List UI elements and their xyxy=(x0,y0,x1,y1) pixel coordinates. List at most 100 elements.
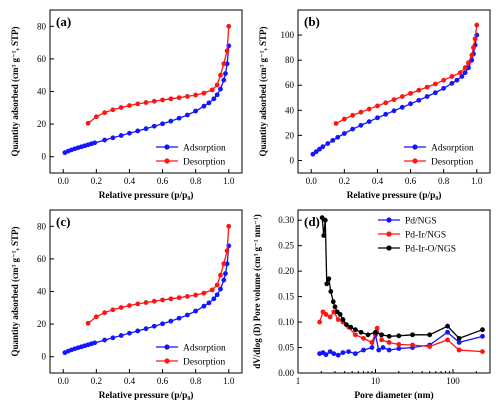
data-point xyxy=(221,77,227,83)
legend-marker xyxy=(164,358,170,364)
data-point xyxy=(327,349,333,355)
x-axis-title: Relative pressure (p/p₀) xyxy=(99,390,194,401)
y-tick-label: 40 xyxy=(285,105,295,115)
y-tick-label: 60 xyxy=(37,254,47,264)
series-pd-ir-o-ngs xyxy=(319,215,485,341)
series-pd-ir-ngs xyxy=(317,309,485,355)
y-tick-label: 0.15 xyxy=(278,292,294,302)
data-point xyxy=(184,93,190,99)
series-line xyxy=(64,245,230,354)
data-point xyxy=(480,327,485,333)
data-point xyxy=(457,70,463,76)
y-tick-label: 0.10 xyxy=(278,317,294,327)
legend-marker xyxy=(386,217,392,223)
data-point xyxy=(102,337,108,343)
data-point xyxy=(127,103,132,108)
data-point xyxy=(341,131,347,136)
data-point xyxy=(143,100,149,105)
data-point xyxy=(474,22,480,28)
data-point xyxy=(361,335,366,341)
data-point xyxy=(317,319,323,325)
data-point xyxy=(331,309,337,315)
legend: Adsorption Desorption xyxy=(156,144,226,168)
data-point xyxy=(320,144,326,150)
legend-marker xyxy=(386,231,392,237)
y-tick-label: 60 xyxy=(37,54,47,64)
panel-d: 1 10 100 0.00 0.05 0.10 0.15 0.20 0.25 0.30 Pore d… xyxy=(252,209,491,401)
data-point xyxy=(209,287,215,293)
legend-label: Adsorption xyxy=(183,144,226,154)
data-point xyxy=(226,223,232,229)
y-tick-label: 0 xyxy=(42,152,47,162)
data-point xyxy=(445,337,450,343)
x-tick-label: 0.6 xyxy=(157,176,169,186)
y-tick-label: 20 xyxy=(37,319,47,329)
data-point xyxy=(313,149,319,155)
legend-marker xyxy=(386,245,392,251)
legend-label: Desorption xyxy=(431,158,473,168)
data-point xyxy=(469,52,475,58)
panel-a: 0.0 0.2 0.4 0.6 0.8 1.0 0 20 40 60 80 Relative pres… xyxy=(10,9,243,201)
series-desorption xyxy=(85,23,232,126)
plot-frame xyxy=(297,9,491,174)
x-tick-label: 0.0 xyxy=(58,176,70,186)
data-point xyxy=(118,105,124,110)
data-point xyxy=(221,277,227,283)
y-axis-title: Quantity adsorbed (cm³ g⁻¹, STP) xyxy=(10,227,20,357)
data-point xyxy=(102,137,108,143)
series-line xyxy=(87,226,230,324)
data-point xyxy=(391,108,397,114)
data-point xyxy=(466,65,471,71)
data-point xyxy=(340,350,346,356)
y-tick-label: 20 xyxy=(37,119,47,129)
data-point xyxy=(143,326,149,332)
y-tick-label: 100 xyxy=(281,30,295,40)
x-tick-label: 0.2 xyxy=(91,176,102,186)
data-point xyxy=(118,133,124,138)
data-point xyxy=(441,77,447,83)
data-point xyxy=(341,116,347,122)
data-point xyxy=(168,296,174,302)
series-desorption xyxy=(85,223,232,326)
legend: Adsorption Desorption xyxy=(156,344,226,368)
data-point xyxy=(350,126,356,132)
data-point xyxy=(206,100,212,106)
x-tick-label: 0.0 xyxy=(306,176,318,186)
data-point xyxy=(358,329,364,335)
y-tick-label: 0 xyxy=(42,352,47,362)
series-line xyxy=(64,45,230,154)
data-point xyxy=(333,121,339,126)
data-point xyxy=(118,305,124,310)
legend-marker xyxy=(412,144,418,150)
data-point xyxy=(369,345,375,350)
data-point xyxy=(160,297,165,303)
x-axis-title: Pore diameter (nm) xyxy=(354,390,433,401)
data-point xyxy=(322,217,328,223)
legend-label: Adsorption xyxy=(183,344,226,354)
y-tick-label: 40 xyxy=(37,87,47,97)
data-point xyxy=(193,308,199,314)
data-point xyxy=(427,344,433,349)
data-point xyxy=(184,312,190,318)
x-axis-title: Relative pressure (p/p₀) xyxy=(99,190,194,201)
y-axis-title: Quantity adsorbed (cm³ g⁻¹, STP) xyxy=(10,27,20,157)
legend: Adsorption Desorption xyxy=(404,144,474,168)
data-point xyxy=(328,289,334,294)
data-point xyxy=(110,107,116,113)
legend: Pd/NGS Pd-Ir/NGS Pd-Ir-O/NGS xyxy=(378,217,456,255)
data-point xyxy=(396,346,402,351)
data-point xyxy=(410,332,415,338)
data-point xyxy=(135,101,141,107)
data-point xyxy=(432,90,438,96)
data-point xyxy=(445,329,450,335)
y-tick-label: 80 xyxy=(37,21,47,31)
data-point xyxy=(432,81,438,87)
legend-label: Adsorption xyxy=(431,144,474,154)
data-point xyxy=(449,80,455,86)
legend-label: Pd-Ir-O/NGS xyxy=(405,245,456,255)
x-tick-label: 0.6 xyxy=(405,176,417,186)
data-point xyxy=(218,86,223,92)
data-point xyxy=(168,318,174,324)
y-tick-label: 60 xyxy=(285,80,295,90)
